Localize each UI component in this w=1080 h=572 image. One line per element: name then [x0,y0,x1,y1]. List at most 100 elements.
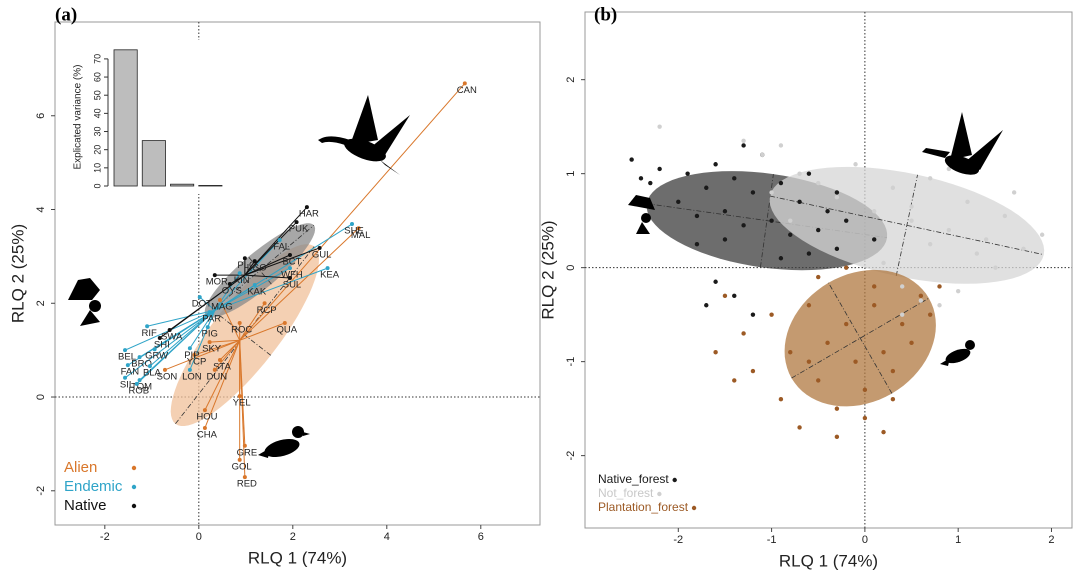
point [237,271,242,276]
point [797,425,802,430]
x-tick-label: 2 [1048,534,1054,546]
point-label: KEA [320,270,340,281]
point [834,194,840,200]
point [252,282,257,287]
y-tick-label: 4 [35,206,47,212]
bar [113,49,138,187]
point [657,166,662,172]
point [676,199,681,205]
point [862,387,868,393]
point [825,340,830,346]
star-line [239,227,359,341]
point [648,180,653,186]
legend-marker [657,491,662,497]
point [722,237,728,242]
y-tick-label: -2 [35,486,47,496]
point [732,176,737,181]
x-tick-label: 0 [196,531,202,543]
point-label: ROC [231,324,252,335]
point [788,218,793,223]
point-label: BRO [131,359,152,370]
point [816,180,821,186]
point [844,265,849,270]
point [125,363,130,368]
star-line [244,221,297,276]
point [974,251,980,256]
point [900,284,905,289]
point-label: HOU [196,412,217,423]
point-label: DOT [192,299,212,310]
point [750,368,756,374]
point-label: SKY [202,344,222,355]
point [741,331,746,336]
point [657,124,662,129]
star-line [239,83,466,341]
point [685,171,690,176]
point [277,237,282,242]
point [946,166,952,172]
star-line [164,339,240,371]
legend-label: Alien [64,459,97,476]
x-tick-label: -2 [673,534,683,546]
point [713,162,718,167]
panel-label: (a) [55,4,77,25]
point [704,303,709,308]
point-label: PAR [202,314,221,325]
point [134,381,139,386]
point-label: QUA [277,324,298,335]
y-tick-label: 2 [565,77,577,83]
legend-label: Native [64,497,107,514]
point [750,312,756,317]
point [187,367,192,372]
point-label: ROB [128,385,149,396]
star-line [189,310,216,349]
point-label: GUL [312,249,332,260]
point [853,359,858,364]
point [937,303,942,308]
star-line [136,309,216,385]
point [713,350,718,355]
point [872,284,877,289]
plot-frame [584,11,1073,529]
point [797,199,802,205]
y-axis-title: RLQ 2 (25%) [538,220,557,319]
star-line [189,310,216,371]
bar [170,183,195,187]
point [927,312,933,317]
ellipse-axis [791,297,930,379]
point [252,259,257,264]
plot-frame [54,21,541,526]
y-tick-label: 0 [92,183,102,188]
point [287,275,292,280]
point [147,364,152,369]
point [287,252,292,257]
point [287,266,292,271]
point [732,378,737,383]
bird-goose-b [922,112,1003,175]
point [890,185,896,190]
point [152,347,157,352]
point-label: SHI [154,339,170,350]
point [123,348,128,353]
x-axis-title: RLQ 1 (74%) [248,548,347,567]
y-tick-label: 40 [92,108,102,118]
point-label: CHA [197,429,218,440]
panel-label: (b) [594,4,617,25]
point [853,162,858,167]
point-label: KAK [247,287,267,298]
x-tick-label: -1 [767,534,777,546]
plot-panel: -2 0 2 4 6 -2 0 2 4 6 RLQ 1 (74%) RLQ 2 (25%) (a) CAN… [8,4,541,567]
point [881,260,886,266]
star-line [124,309,216,379]
point [834,246,840,252]
star-line [244,274,291,279]
star-line [209,339,240,343]
point [918,293,924,299]
point [187,346,192,351]
point-label: FAN [121,367,140,378]
point [778,256,784,261]
star-line [244,254,291,276]
point [927,176,933,181]
point [207,310,212,315]
point [890,368,896,374]
